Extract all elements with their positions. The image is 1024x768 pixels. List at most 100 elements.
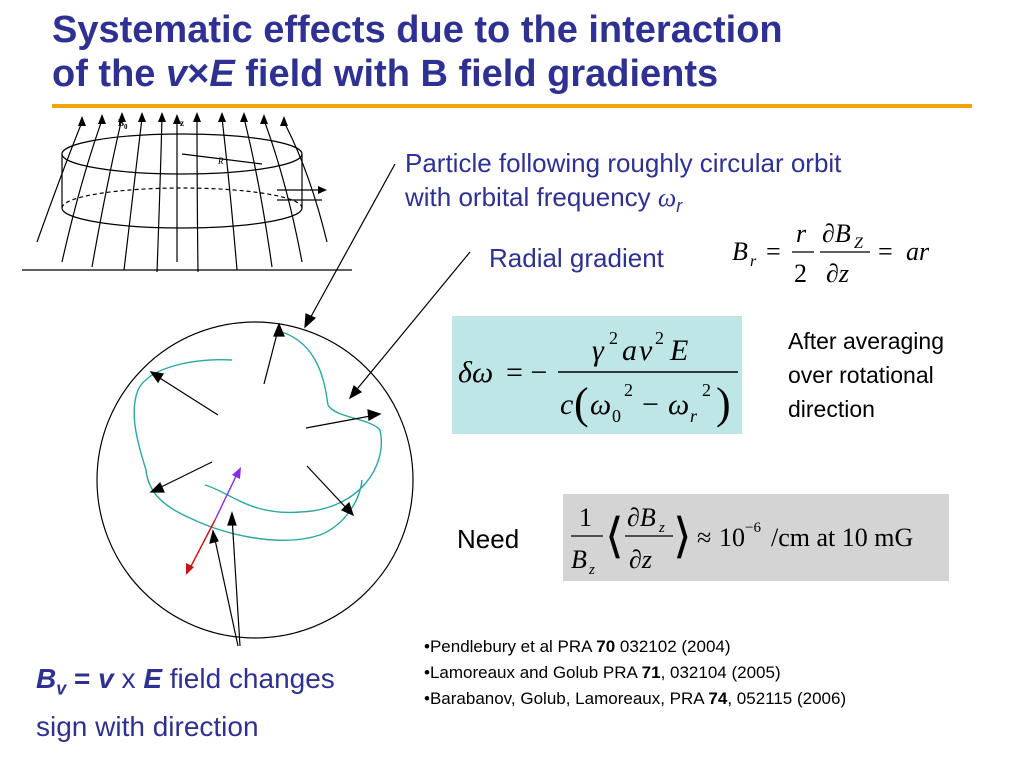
field-gradient-diagram: B0 z R xyxy=(22,112,352,273)
eq-ar: ar xyxy=(906,237,930,266)
eq-dbz-sub: Z xyxy=(854,235,864,252)
need-equation: 1 B z ⟨ ∂B z ∂z ⟩ ≈ 10 −6 /cm at 10 mG xyxy=(571,503,913,578)
ref-volume: 71 xyxy=(641,663,661,682)
need-exp: −6 xyxy=(745,520,761,536)
averaging-line-2: over rotational xyxy=(788,362,934,388)
arrow-downright xyxy=(306,465,351,513)
title-text: of the xyxy=(52,53,166,95)
bv-arrow-purple xyxy=(214,469,240,521)
need-label: Need xyxy=(457,524,520,554)
bv-caption-line-1: Bv = v x E field changes xyxy=(36,660,335,708)
arrow-downleft xyxy=(154,461,213,491)
averaging-line-1: After averaging xyxy=(788,328,944,354)
eq-equals-2: = xyxy=(878,237,893,266)
eq-r: r xyxy=(796,219,807,248)
title-v: v xyxy=(165,53,188,95)
need-dz: ∂z xyxy=(629,545,652,574)
b0-label: B0 xyxy=(118,118,128,131)
ref-text: Pendlebury et al PRA xyxy=(429,637,597,656)
orbit-annotation: Particle following roughly circular orbi… xyxy=(405,146,841,223)
eq-gamma-exp: 2 xyxy=(609,328,618,348)
orbit-diagram xyxy=(96,163,471,647)
radial-gradient-label: Radial gradient xyxy=(489,243,664,273)
ref-text: Barabanov, Golub, Lamoreaux, PRA xyxy=(429,689,709,708)
bv-caption: Bv = v x E field changes sign with direc… xyxy=(36,660,335,746)
eq-omega0: ω xyxy=(590,388,611,421)
bv-B: B xyxy=(36,663,57,694)
references-list: •Pendlebury et al PRA 70 032102 (2004) •… xyxy=(424,634,846,712)
eq-minus: − xyxy=(642,388,659,421)
arrow-upleft xyxy=(154,374,219,416)
need-approx: ≈ xyxy=(697,523,711,552)
orbit-text: with orbital frequency xyxy=(405,182,658,212)
averaging-line-3: direction xyxy=(788,396,875,422)
bv-post: field changes xyxy=(162,663,335,694)
ref-text-end: , 032104 (2005) xyxy=(660,663,781,682)
eq-v-exp: 2 xyxy=(655,328,664,348)
eq-gamma: γ xyxy=(592,334,605,367)
bullet: • xyxy=(424,663,430,682)
eq-omega0-exp: 2 xyxy=(624,380,633,400)
eq-dbz: ∂B xyxy=(822,219,851,248)
orbit-annotation-line-2: with orbital frequency ωr xyxy=(405,180,841,223)
eq-equals-1: = xyxy=(766,237,781,266)
averaging-note: After averaging over rotational directio… xyxy=(788,324,944,426)
slide-title: Systematic effects due to the interactio… xyxy=(52,8,992,96)
title-line-1: Systematic effects due to the interactio… xyxy=(52,9,783,51)
title-underline xyxy=(52,104,972,108)
eq-paren-open: ( xyxy=(574,379,589,428)
arrow-right xyxy=(305,414,377,429)
eq-omegar-sub: r xyxy=(690,406,698,426)
need-one: 1 xyxy=(579,503,592,532)
need-rangle: ⟩ xyxy=(673,510,692,563)
need-B: B xyxy=(571,545,587,574)
ref-text-end: , 052115 (2006) xyxy=(727,689,847,708)
delta-omega-box: δω = − γ 2 a v 2 E c ( ω 0 2 − ω r 2 ) xyxy=(452,316,742,434)
eq-equals-minus: = − xyxy=(506,356,547,389)
eq-two: 2 xyxy=(794,259,807,288)
eq-omega0-sub: 0 xyxy=(612,406,621,426)
radius-label: R xyxy=(217,156,224,166)
bv-x: x xyxy=(113,663,144,694)
title-line-2: of the v×E field with B field gradients xyxy=(52,52,992,96)
title-E: E xyxy=(209,53,235,95)
need-ten: 10 xyxy=(719,523,745,552)
bullet: • xyxy=(424,637,430,656)
bv-pointer-1 xyxy=(213,534,239,647)
bv-v: v xyxy=(98,663,114,694)
orbit-annotation-line-1: Particle following roughly circular orbi… xyxy=(405,148,842,178)
bv-B-sub: v xyxy=(56,678,67,699)
eq-br: B xyxy=(732,237,748,266)
omega-symbol: ω xyxy=(657,183,677,212)
orbit-path xyxy=(204,331,382,514)
need-langle: ⟨ xyxy=(605,510,624,563)
bv-arrow-red xyxy=(187,519,216,573)
orbit-path-2 xyxy=(133,358,363,541)
eq-a: a xyxy=(622,334,637,367)
title-text-end: field with B field gradients xyxy=(234,53,719,95)
eq-c: c xyxy=(560,388,573,421)
delta-omega-equation: δω = − γ 2 a v 2 E c ( ω 0 2 − ω r 2 ) xyxy=(458,328,738,428)
need-box: 1 B z ⟨ ∂B z ∂z ⟩ ≈ 10 −6 /cm at 10 mG xyxy=(563,494,949,581)
eq-dz: ∂z xyxy=(826,259,849,288)
omega-subscript: r xyxy=(676,196,683,217)
bullet: • xyxy=(424,689,430,708)
orbit-pointer xyxy=(307,163,396,323)
need-unit: /cm at 10 mG xyxy=(771,523,913,552)
ref-text-end: 032102 (2004) xyxy=(615,637,731,656)
bv-E: E xyxy=(143,663,162,694)
eq-paren-close: ) xyxy=(716,379,731,428)
eq-omegar: ω xyxy=(668,388,689,421)
eq-omegar-exp: 2 xyxy=(702,380,711,400)
title-times: × xyxy=(187,53,210,95)
ref-volume: 70 xyxy=(596,637,616,656)
reference-1: •Pendlebury et al PRA 70 032102 (2004) xyxy=(424,634,846,660)
gradient-pointer xyxy=(352,251,471,395)
ref-text: Lamoreaux and Golub PRA xyxy=(429,663,642,682)
cell-boundary xyxy=(96,321,414,639)
bv-pointer-2 xyxy=(231,516,241,647)
bv-caption-line-2: sign with direction xyxy=(36,710,259,742)
eq-v: v xyxy=(639,334,653,367)
eq-E: E xyxy=(669,334,688,367)
radial-gradient-equation: B r = r 2 ∂B Z ∂z = ar xyxy=(732,219,930,288)
